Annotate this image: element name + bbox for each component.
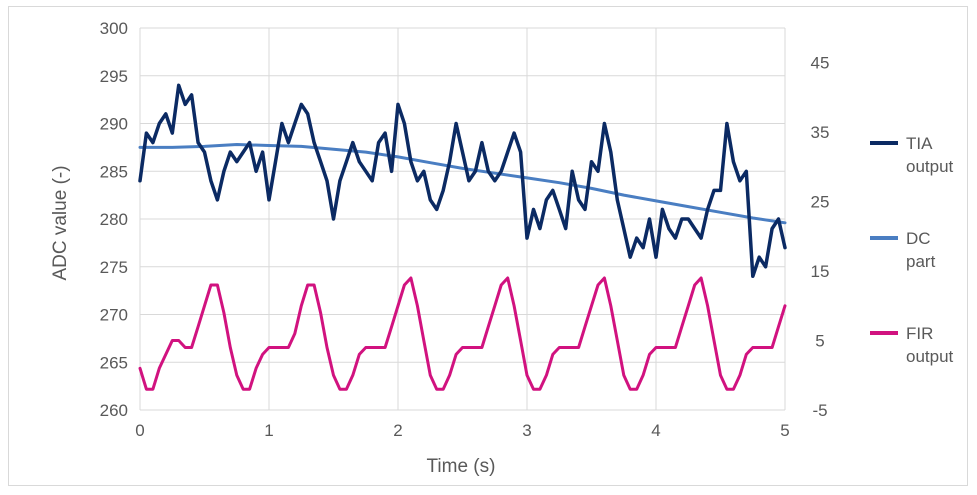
y-tick-label-4: 280: [100, 210, 128, 229]
left-axis-ticks: 260 265 270 275 280 285 290 295 300: [100, 19, 128, 420]
right-axis-ticks: -5 5 15 25 35 45: [811, 54, 830, 420]
series-layer: [138, 83, 787, 391]
y-tick-label-0: 260: [100, 401, 128, 420]
x-tick-label-2: 2: [393, 421, 402, 440]
y2-tick-label-1: 5: [815, 332, 824, 351]
series-line-fir: [138, 276, 787, 391]
x-tick-label-3: 3: [522, 421, 531, 440]
legend: TIA output DC part FIR output: [870, 134, 954, 366]
legend-label-fir-line1: FIR: [906, 324, 933, 343]
y2-tick-label-5: 45: [811, 54, 830, 73]
x-tick-label-1: 1: [264, 421, 273, 440]
y-axis-title: ADC value (-): [50, 165, 71, 280]
y-tick-label-3: 275: [100, 258, 128, 277]
x-tick-label-0: 0: [135, 421, 144, 440]
legend-label-tia-line1: TIA: [906, 134, 933, 153]
y2-tick-label-0: -5: [812, 401, 827, 420]
y2-tick-label-2: 15: [811, 262, 830, 281]
y-tick-label-7: 295: [100, 67, 128, 86]
legend-item-dc: DC part: [870, 229, 936, 271]
legend-label-dc-line1: DC: [906, 229, 931, 248]
y-tick-label-8: 300: [100, 19, 128, 38]
legend-label-tia-line2: output: [906, 157, 954, 176]
legend-item-fir: FIR output: [870, 324, 954, 366]
chart-frame: [8, 6, 968, 486]
y-tick-label-5: 285: [100, 162, 128, 181]
legend-label-fir-line2: output: [906, 347, 954, 366]
y-tick-label-2: 270: [100, 306, 128, 325]
y-tick-label-1: 265: [100, 353, 128, 372]
y-tick-label-6: 290: [100, 115, 128, 134]
x-tick-label-5: 5: [780, 421, 789, 440]
x-axis-title: Time (s): [427, 456, 496, 477]
series-line-tia: [138, 83, 787, 279]
x-tick-label-4: 4: [651, 421, 660, 440]
gridlines: [139, 27, 786, 411]
x-axis-ticks: 0 1 2 3 4 5: [135, 421, 789, 440]
legend-item-tia: TIA output: [870, 134, 954, 176]
y2-tick-label-4: 35: [811, 123, 830, 142]
y2-tick-label-3: 25: [811, 193, 830, 212]
legend-label-dc-line2: part: [906, 252, 936, 271]
